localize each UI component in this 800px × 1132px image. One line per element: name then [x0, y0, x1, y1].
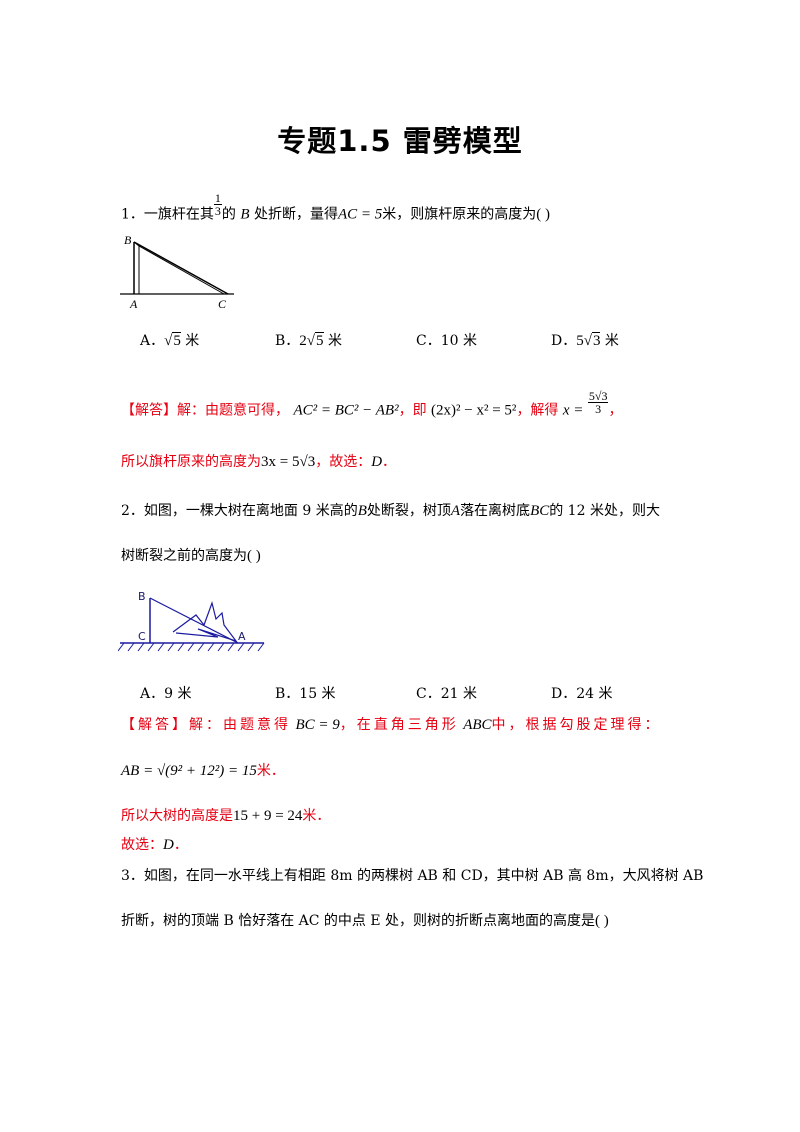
q3-stem-line1: 3．如图，在同一水平线上有相距 8m 的两棵树 AB 和 CD，其中树 AB 高… [121, 868, 704, 884]
q2-option-d: D．24 米 [551, 686, 613, 702]
q1-stem: 1．一旗杆在其 1 3 的 B 处折断，量得AC = 5米，则旗杆原来的高度为( ) [121, 191, 551, 223]
q2-answer-line1: 【解答】解：由题意得 BC = 9，在直角三角形 ABC中，根据勾股定理得： [121, 717, 662, 733]
q2-figure: B C A [118, 590, 265, 652]
page-title: 专题1.5 雷劈模型 [277, 124, 523, 158]
q1-label-c: C [218, 297, 227, 310]
q2-answer-line2: AB = √(9² + 12²) = 15米． [121, 763, 285, 779]
q2-label-c: C [138, 630, 146, 643]
q2-stem-line2: 树断裂之前的高度为( ) [121, 548, 261, 564]
q2-stem-line1: 2．如图，一棵大树在离地面 9 米高的B处断裂，树顶A落在离树底BC的 12 米… [121, 503, 660, 519]
q1-option-b: B．2√5 米 [275, 332, 342, 349]
q1-option-c: C．10 米 [416, 333, 477, 349]
q3-stem-line2: 折断，树的顶端 B 恰好落在 AC 的中点 E 处，则树的折断点离地面的高度是(… [121, 913, 609, 929]
q1-figure: B A C [120, 233, 234, 310]
q2-option-b: B．15 米 [275, 686, 336, 702]
q1-label-b: B [124, 233, 132, 247]
q1-label-a: A [129, 297, 138, 310]
q2-label-a: A [238, 630, 246, 643]
q2-option-c: C．21 米 [416, 686, 477, 702]
q2-answer-line4: 故选：D． [121, 837, 188, 853]
q1-option-d: D．5√3 米 [551, 332, 619, 349]
q2-answer-line3: 所以大树的高度是15 + 9 = 24米． [121, 808, 331, 824]
q1-answer-line2: 所以旗杆原来的高度为3x = 5√3，故选：D． [121, 454, 397, 470]
q2-label-b: B [138, 590, 146, 603]
q1-option-a: A．√5 米 [140, 332, 200, 349]
q1-answer-fraction: 5√3 3 [587, 389, 609, 416]
q2-option-a: A．9 米 [140, 686, 192, 702]
q1-answer-line1: 【解答】解：由题意可得， AC² = BC² − AB²，即 (2x)² − x… [121, 389, 623, 419]
